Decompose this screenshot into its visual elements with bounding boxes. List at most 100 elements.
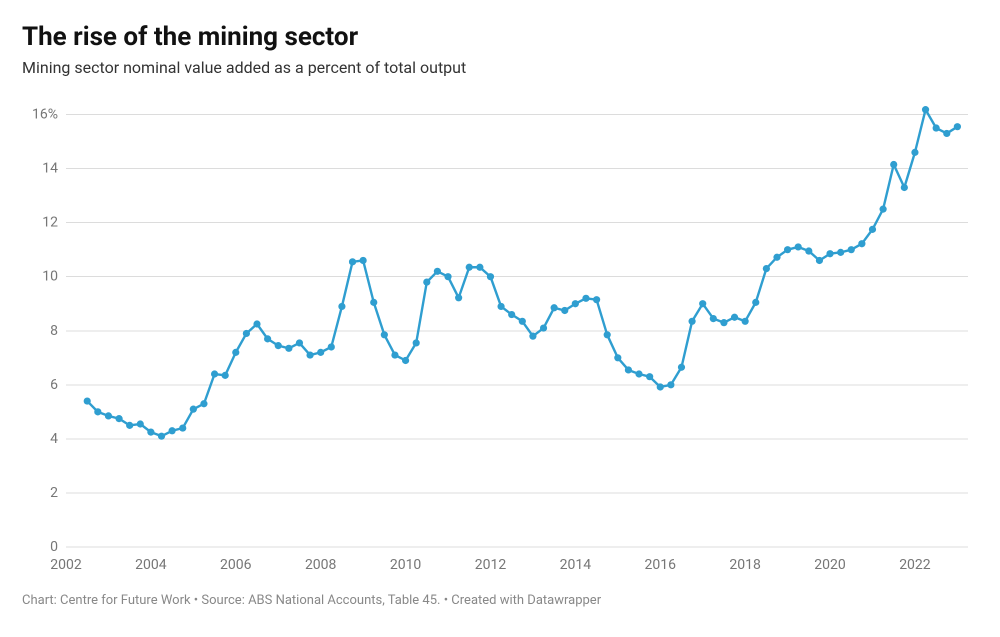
data-point: [635, 370, 642, 377]
y-axis-label: 4: [50, 431, 58, 447]
data-point: [731, 314, 738, 321]
x-axis-label: 2022: [899, 557, 931, 573]
data-point: [667, 381, 674, 388]
data-point: [795, 243, 802, 250]
data-point: [253, 320, 260, 327]
data-point: [508, 311, 515, 318]
data-point: [869, 226, 876, 233]
data-point: [911, 149, 918, 156]
data-point: [169, 427, 176, 434]
x-axis-label: 2010: [390, 557, 422, 573]
data-point: [582, 295, 589, 302]
data-point: [264, 335, 271, 342]
data-point: [625, 366, 632, 373]
data-point: [423, 279, 430, 286]
data-point: [360, 257, 367, 264]
x-axis-label: 2012: [475, 557, 507, 573]
data-point: [115, 415, 122, 422]
data-point: [551, 304, 558, 311]
data-point: [370, 299, 377, 306]
x-axis-label: 2008: [305, 557, 337, 573]
chart-footer: Chart: Centre for Future Work • Source: …: [22, 593, 980, 608]
data-point: [805, 247, 812, 254]
line-chart: 0 2 4 6 8 10 12 14 16% 2002 2004 2006 2008 2010 2012 20…: [22, 83, 982, 583]
data-point: [678, 364, 685, 371]
y-axis-label: 10: [42, 269, 58, 285]
x-axis-label: 2018: [729, 557, 761, 573]
data-point: [954, 123, 961, 130]
data-point: [338, 303, 345, 310]
data-point: [922, 106, 929, 113]
x-axis-label: 2006: [220, 557, 252, 573]
data-point: [285, 345, 292, 352]
x-axis-label: 2016: [645, 557, 677, 573]
data-point: [572, 300, 579, 307]
data-point: [593, 296, 600, 303]
data-point: [943, 130, 950, 137]
data-point: [84, 397, 91, 404]
x-axis-label: 2020: [814, 557, 846, 573]
y-axis-label: 14: [42, 161, 58, 177]
y-axis-label: 8: [50, 323, 58, 339]
chart-area: 0 2 4 6 8 10 12 14 16% 2002 2004 2006 2008 2010 2012 20…: [22, 83, 982, 583]
data-point: [890, 161, 897, 168]
data-point: [487, 273, 494, 280]
data-point: [720, 319, 727, 326]
data-point: [211, 370, 218, 377]
x-axis-label: 2004: [135, 557, 167, 573]
data-point: [880, 206, 887, 213]
data-point: [858, 240, 865, 247]
data-point: [232, 349, 239, 356]
data-point: [816, 257, 823, 264]
data-point: [646, 373, 653, 380]
data-point: [296, 339, 303, 346]
data-point: [455, 294, 462, 301]
data-point: [105, 412, 112, 419]
data-point: [147, 429, 154, 436]
data-point: [466, 264, 473, 271]
chart-subtitle: Mining sector nominal value added as a p…: [22, 58, 980, 77]
y-axis-label: 2: [50, 485, 58, 501]
data-point: [614, 354, 621, 361]
data-point: [497, 303, 504, 310]
y-axis-label: 16%: [32, 107, 58, 123]
data-point: [391, 351, 398, 358]
y-axis-label: 12: [42, 215, 58, 231]
y-axis-label: 6: [50, 377, 58, 393]
data-point: [784, 246, 791, 253]
x-axis-label: 2002: [50, 557, 82, 573]
data-point: [519, 318, 526, 325]
data-point: [349, 258, 356, 265]
y-axis-label: 0: [50, 539, 58, 555]
data-point: [763, 265, 770, 272]
data-point: [190, 406, 197, 413]
data-point: [444, 273, 451, 280]
data-point: [710, 315, 717, 322]
data-point: [657, 383, 664, 390]
data-point: [94, 408, 101, 415]
x-axis-label: 2014: [560, 557, 592, 573]
data-point: [773, 254, 780, 261]
data-point: [476, 264, 483, 271]
data-point: [837, 249, 844, 256]
data-point: [381, 331, 388, 338]
data-point: [275, 342, 282, 349]
data-point: [540, 324, 547, 331]
data-point: [434, 268, 441, 275]
data-point: [529, 333, 536, 340]
data-point: [126, 422, 133, 429]
chart-title: The rise of the mining sector: [22, 22, 980, 52]
data-point: [826, 250, 833, 257]
data-point: [413, 339, 420, 346]
data-point: [158, 433, 165, 440]
data-point: [179, 424, 186, 431]
data-point: [742, 318, 749, 325]
series-line: [87, 110, 957, 437]
data-point: [222, 372, 229, 379]
data-point: [306, 351, 313, 358]
data-point: [688, 318, 695, 325]
data-point: [848, 246, 855, 253]
data-point: [901, 184, 908, 191]
data-point: [243, 330, 250, 337]
chart-card: The rise of the mining sector Mining sec…: [0, 0, 1000, 637]
